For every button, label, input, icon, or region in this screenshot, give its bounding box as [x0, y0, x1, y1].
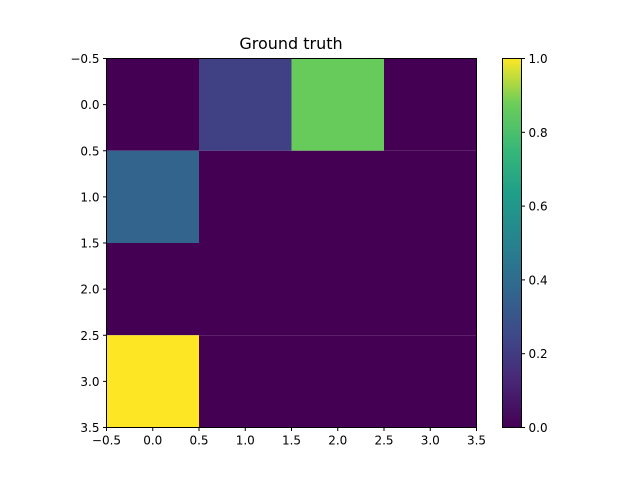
heatmap-cell-r0-c2 — [291, 58, 384, 151]
heatmap-cell-r1-c3 — [384, 150, 477, 243]
colorbar — [502, 58, 522, 428]
heatmap-cell-r0-c3 — [384, 58, 477, 151]
x-tick-label: 0.0 — [143, 434, 162, 448]
y-tick-label: 1.0 — [80, 190, 99, 204]
y-tick-label: 2.5 — [80, 329, 99, 343]
heatmap-cells — [106, 58, 477, 428]
heatmap-cell-r1-c0 — [106, 150, 199, 243]
x-axis-ticks: −0.5 0.0 0.5 1.0 1.5 2.0 2.5 3.0 3.5 — [92, 427, 486, 448]
colorbar-ticks: 0.0 0.2 0.4 0.6 0.8 1.0 — [521, 52, 548, 435]
colorbar-tick-label: 0.2 — [529, 347, 548, 361]
y-tick-label: −0.5 — [70, 52, 99, 66]
heatmap-cell-r3-c1 — [199, 335, 292, 428]
heatmap-cell-r1-c1 — [199, 150, 292, 243]
x-tick-label: 2.5 — [374, 434, 393, 448]
x-tick-label: 1.5 — [282, 434, 301, 448]
heatmap-cell-r3-c2 — [291, 335, 384, 428]
heatmap-cell-r2-c1 — [199, 243, 292, 336]
x-tick-label: 0.5 — [189, 434, 208, 448]
heatmap-cell-r2-c3 — [384, 243, 477, 336]
x-tick-label: 3.5 — [467, 434, 486, 448]
colorbar-tick-label: 1.0 — [529, 52, 548, 66]
heatmap-cell-r1-c2 — [291, 150, 384, 243]
x-tick-label: 1.0 — [236, 434, 255, 448]
heatmap-cell-r2-c0 — [106, 243, 199, 336]
y-tick-label: 0.0 — [80, 98, 99, 112]
colorbar-tick-label: 0.4 — [529, 273, 548, 287]
y-tick-label: 0.5 — [80, 144, 99, 158]
y-axis-ticks: −0.5 0.0 0.5 1.0 1.5 2.0 2.5 3.0 3.5 — [70, 52, 107, 435]
y-tick-label: 2.0 — [80, 283, 99, 297]
y-tick-label: 3.0 — [80, 375, 99, 389]
x-tick-label: −0.5 — [92, 434, 121, 448]
heatmap-cell-r2-c2 — [291, 243, 384, 336]
x-tick-label: 3.0 — [421, 434, 440, 448]
heatmap-cell-r3-c3 — [384, 335, 477, 428]
chart-title: Ground truth — [239, 34, 342, 53]
x-tick-label: 2.0 — [328, 434, 347, 448]
heatmap-cell-r0-c1 — [199, 58, 292, 151]
heatmap-cell-r3-c0 — [106, 335, 199, 428]
colorbar-tick-label: 0.0 — [529, 421, 548, 435]
y-tick-label: 1.5 — [80, 237, 99, 251]
colorbar-tick-label: 0.8 — [529, 126, 548, 140]
colorbar-tick-label: 0.6 — [529, 200, 548, 214]
heatmap-cell-r0-c0 — [106, 58, 199, 151]
y-tick-label: 3.5 — [80, 421, 99, 435]
